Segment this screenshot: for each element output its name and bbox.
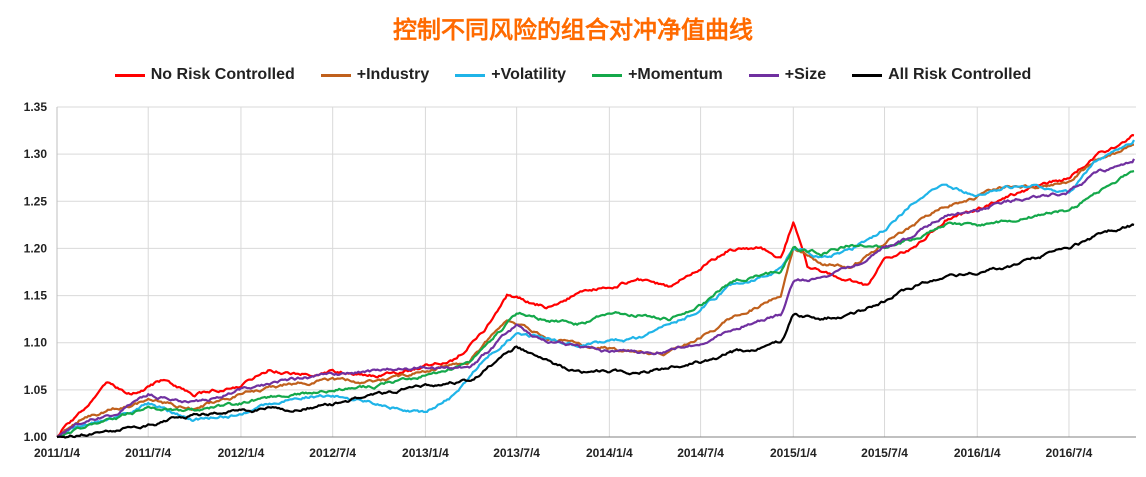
x-tick-label: 2016/7/4 <box>1046 446 1093 460</box>
legend-item: +Size <box>748 66 827 84</box>
legend-swatch <box>455 73 486 77</box>
x-tick-label: 2012/7/4 <box>309 446 356 460</box>
grid-lines <box>57 106 1136 437</box>
series-line-all-risk-controlled <box>56 223 1135 439</box>
y-tick-label: 1.05 <box>24 383 48 397</box>
legend-swatch <box>320 73 351 77</box>
legend-swatch <box>592 73 623 77</box>
series-line-momentum <box>56 170 1135 439</box>
x-tick-label: 2013/1/4 <box>402 446 449 460</box>
y-tick-label: 1.35 <box>24 100 48 114</box>
legend-label: +Size <box>784 66 827 83</box>
legend-label: No Risk Controlled <box>150 66 295 83</box>
tick-labels: 1.00 1.05 1.10 1.15 1.20 1.25 1.30 1.35 2011/1/4… <box>24 100 1093 460</box>
series-lines <box>56 134 1135 439</box>
legend-item: All Risk Controlled <box>852 66 1031 84</box>
series-line-no-risk-controlled <box>56 134 1135 438</box>
x-tick-label: 2011/1/4 <box>34 446 80 460</box>
legend-label: +Volatility <box>491 66 567 83</box>
legend-label: All Risk Controlled <box>888 66 1032 83</box>
y-tick-label: 1.00 <box>24 430 48 444</box>
legend-item: +Volatility <box>455 66 566 84</box>
legend-swatch <box>114 73 145 77</box>
series-line-size <box>56 158 1135 438</box>
x-tick-label: 2011/7/4 <box>125 446 171 460</box>
x-tick-label: 2015/1/4 <box>770 446 817 460</box>
series-line-volatility <box>56 139 1135 438</box>
y-tick-label: 1.30 <box>24 147 48 161</box>
chart-title: 控制不同风险的组合对冲净值曲线 <box>393 16 753 44</box>
legend: No Risk Controlled +Industry +Volatility +M… <box>0 64 1146 86</box>
axes <box>56 107 1136 438</box>
x-tick-label: 2012/1/4 <box>218 446 265 460</box>
x-tick-label: 2015/7/4 <box>861 446 908 460</box>
x-tick-label: 2014/7/4 <box>677 446 724 460</box>
y-tick-label: 1.15 <box>24 289 48 303</box>
legend-label: +Industry <box>356 66 430 83</box>
legend-swatch <box>852 73 883 77</box>
y-tick-label: 1.20 <box>24 241 48 255</box>
legend-item: +Industry <box>320 66 430 84</box>
legend-label: +Momentum <box>628 66 723 83</box>
x-tick-label: 2016/1/4 <box>954 446 1001 460</box>
x-tick-label: 2014/1/4 <box>586 446 633 460</box>
y-tick-label: 1.10 <box>24 336 48 350</box>
x-tick-label: 2013/7/4 <box>493 446 540 460</box>
y-tick-label: 1.25 <box>24 194 48 208</box>
legend-item: No Risk Controlled <box>114 66 295 84</box>
legend-swatch <box>748 73 779 77</box>
legend-item: +Momentum <box>592 66 723 84</box>
